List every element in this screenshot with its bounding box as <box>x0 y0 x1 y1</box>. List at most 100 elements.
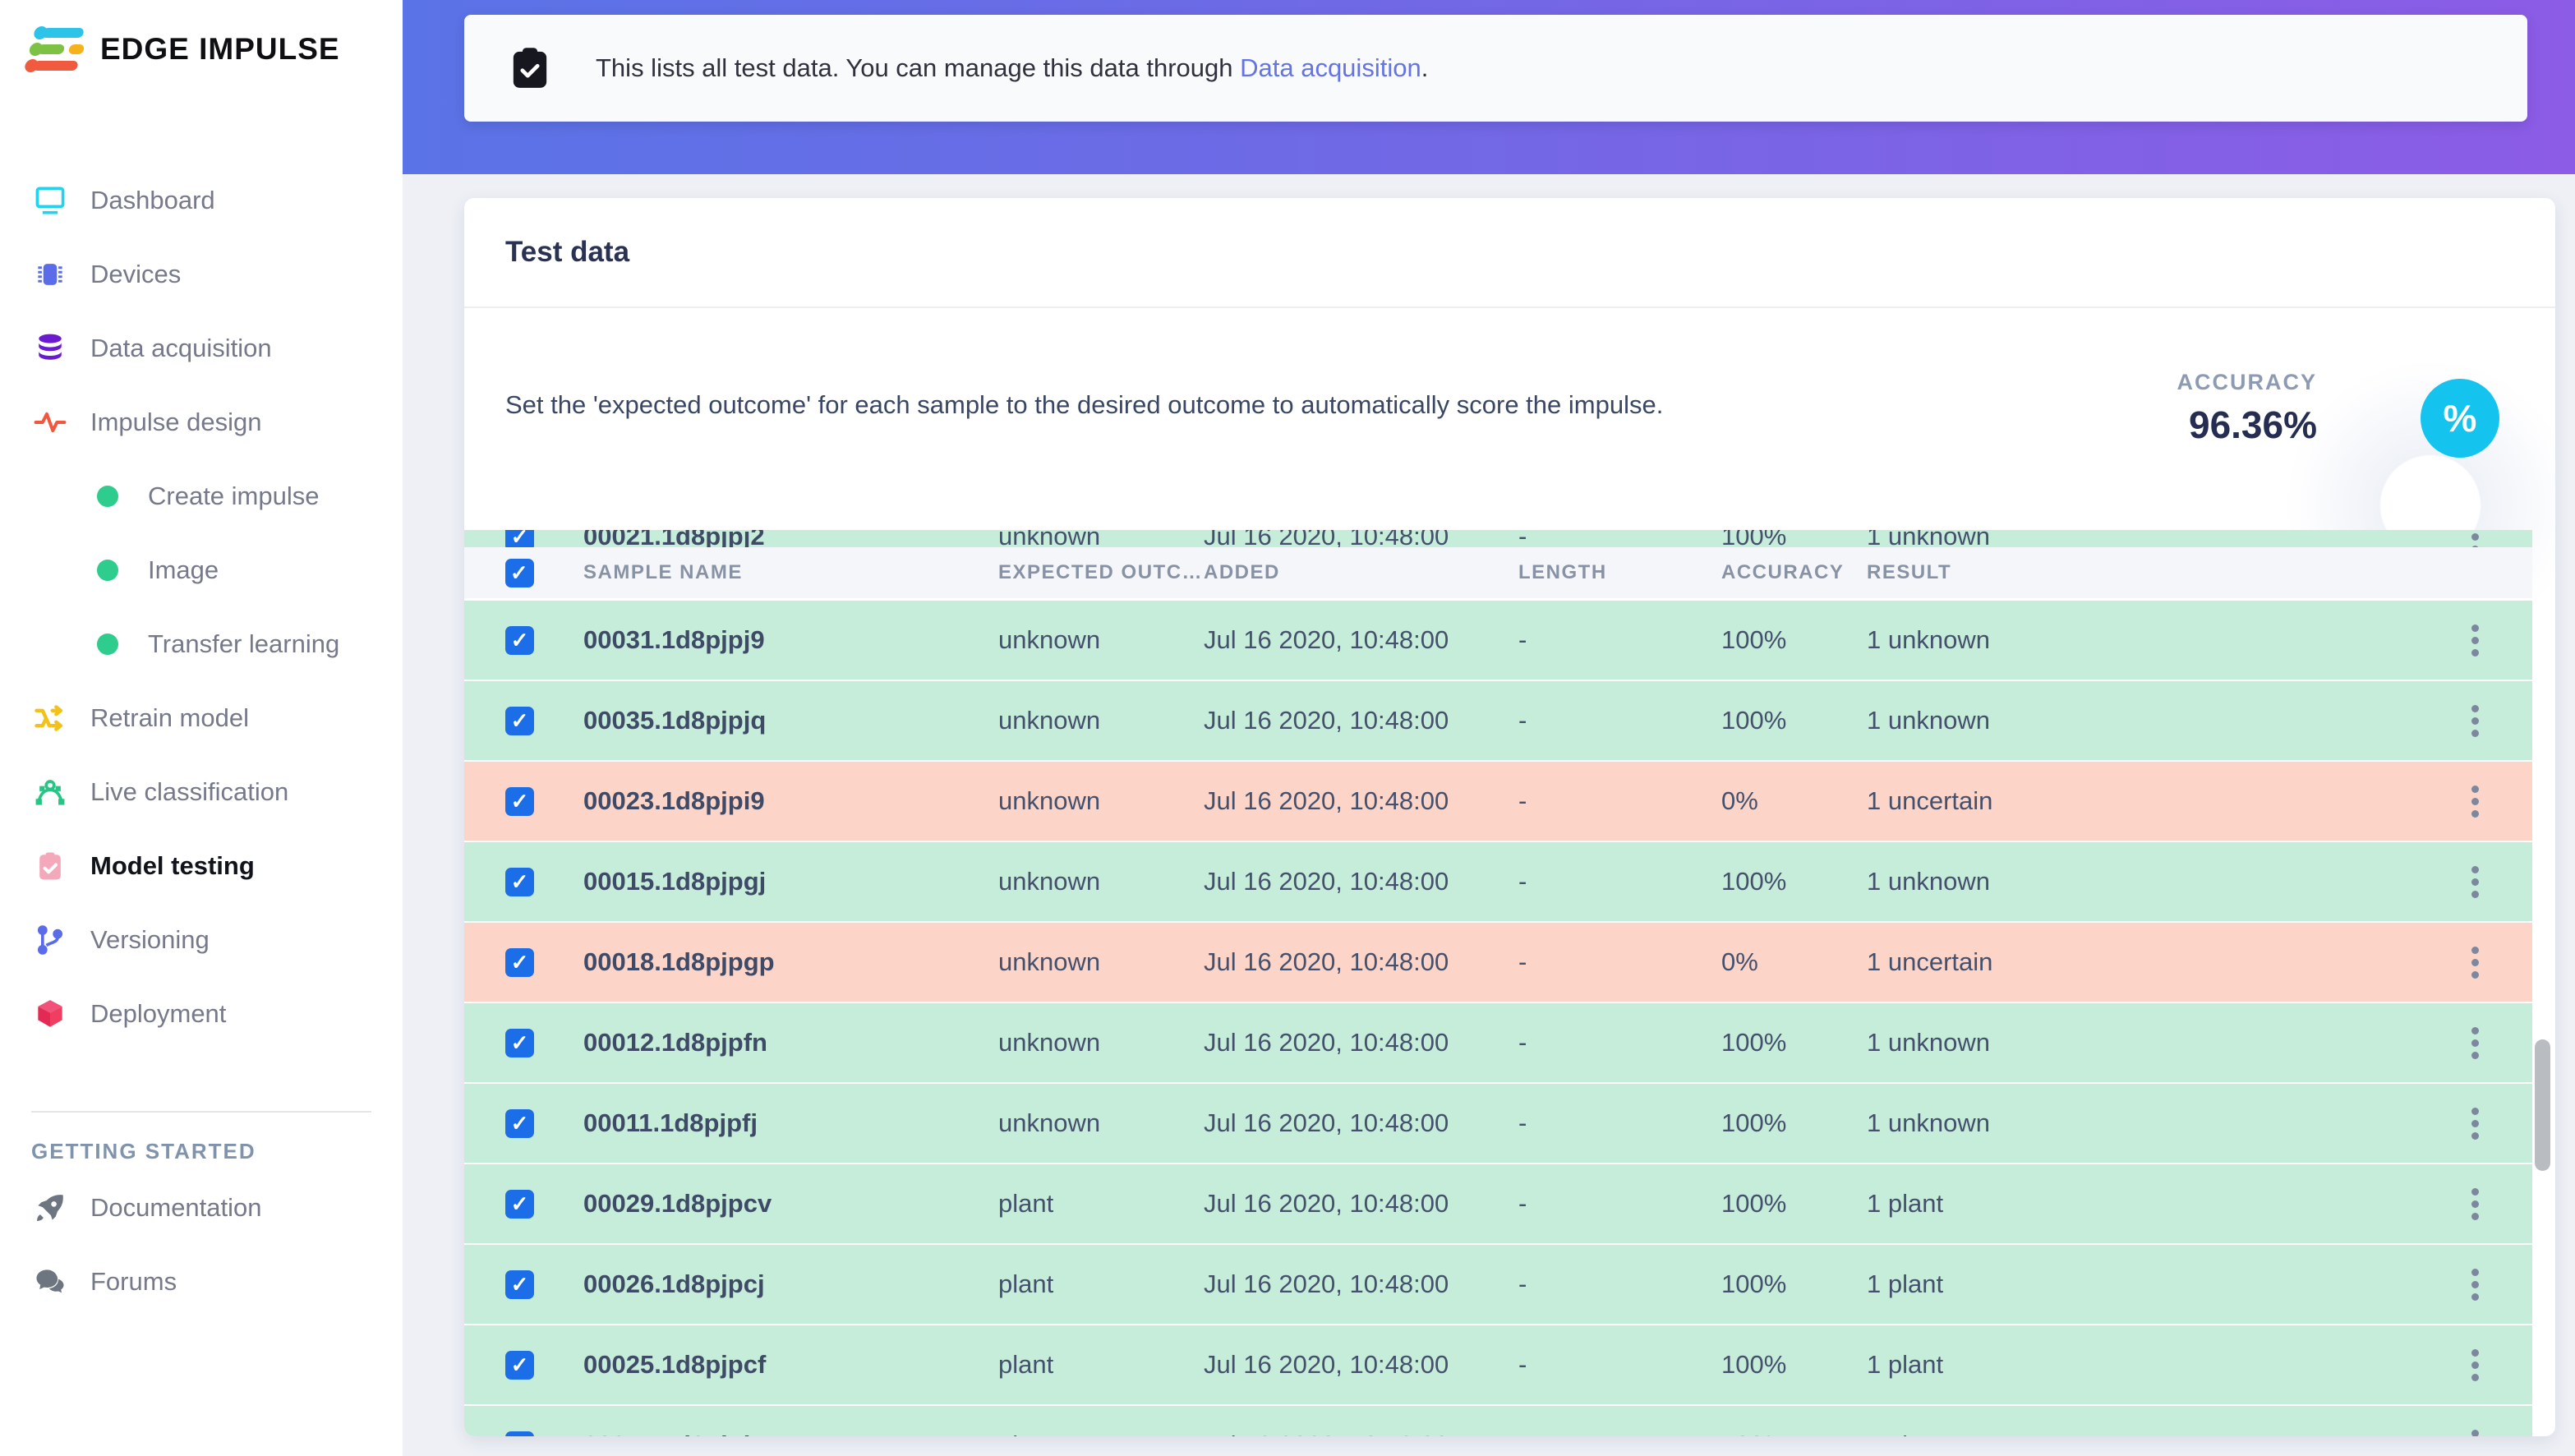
sample-name-cell: 00015.1d8pjpgj <box>583 867 767 896</box>
sidebar-item-model-testing[interactable]: Model testing <box>0 829 403 903</box>
kebab-menu-icon[interactable] <box>2467 530 2484 547</box>
percent-badge[interactable]: % <box>2421 379 2499 458</box>
col-result[interactable]: RESULT <box>1867 561 1952 583</box>
sidebar-item-documentation[interactable]: Documentation <box>0 1171 403 1245</box>
sidebar-item-label: Live classification <box>90 777 289 806</box>
added-cell: Jul 16 2020, 10:48:00 <box>1204 786 1449 815</box>
sidebar-item-retrain-model[interactable]: Retrain model <box>0 681 403 755</box>
row-checkbox[interactable]: ✓ <box>505 625 534 655</box>
expected-outcome-cell: unknown <box>998 530 1101 547</box>
row-checkbox[interactable]: ✓ <box>505 1269 534 1299</box>
table-row[interactable]: ✓ 00011.1d8pjpfj unknown Jul 16 2020, 10… <box>464 1084 2532 1163</box>
table-row[interactable]: ✓ 00035.1d8pjpjq unknown Jul 16 2020, 10… <box>464 681 2532 760</box>
row-checkbox[interactable]: ✓ <box>505 1431 534 1436</box>
sidebar-item-create-impulse[interactable]: Create impulse <box>0 459 403 533</box>
brand-name: EDGE IMPULSE <box>100 32 340 66</box>
row-checkbox[interactable]: ✓ <box>505 1350 534 1380</box>
table-row[interactable]: ✓ 00015.1d8pjpb5 plant Jul 16 2020, 10:4… <box>464 1406 2532 1436</box>
data-acquisition-link[interactable]: Data acquisition <box>1240 53 1421 82</box>
row-checkbox[interactable]: ✓ <box>505 786 534 816</box>
table-row[interactable]: ✓ 00026.1d8pjpcj plant Jul 16 2020, 10:4… <box>464 1245 2532 1324</box>
row-checkbox[interactable]: ✓ <box>505 947 534 977</box>
expected-outcome-cell: plant <box>998 1189 1054 1218</box>
sidebar-item-image[interactable]: Image <box>0 533 403 607</box>
added-cell: Jul 16 2020, 10:48:00 <box>1204 1431 1518 1436</box>
table-row[interactable]: ✓ 00012.1d8pjpfn unknown Jul 16 2020, 10… <box>464 1003 2532 1082</box>
row-checkbox[interactable]: ✓ <box>505 867 534 896</box>
sidebar-item-transfer-learning[interactable]: Transfer learning <box>0 607 403 681</box>
result-cell: 1 plant <box>1867 1189 1944 1218</box>
monitor-icon <box>31 182 69 219</box>
accuracy-cell: 100% <box>1721 1189 1787 1218</box>
sidebar-item-devices[interactable]: Devices <box>0 237 403 311</box>
kebab-menu-icon[interactable] <box>2467 1344 2484 1386</box>
col-length[interactable]: LENGTH <box>1518 561 1607 583</box>
table-row[interactable]: ✓ 00023.1d8pjpi9 unknown Jul 16 2020, 10… <box>464 762 2532 841</box>
row-checkbox[interactable]: ✓ <box>505 706 534 735</box>
cube-icon <box>31 995 69 1033</box>
table-row[interactable]: ✓ 00018.1d8pjpgp unknown Jul 16 2020, 10… <box>464 923 2532 1002</box>
sidebar-item-dashboard[interactable]: Dashboard <box>0 164 403 237</box>
kebab-menu-icon[interactable] <box>2467 1425 2484 1436</box>
sidebar-item-impulse-design[interactable]: Impulse design <box>0 385 403 459</box>
accuracy-cell: 100% <box>1721 1028 1787 1057</box>
kebab-menu-icon[interactable] <box>2467 781 2484 822</box>
row-checkbox[interactable]: ✓ <box>505 530 534 547</box>
nodes-icon <box>31 773 69 811</box>
result-cell: 1 unknown <box>1867 1028 1990 1057</box>
table-row[interactable]: ✓ 00021.1d8pjpj2 unknown Jul 16 2020, 10… <box>464 530 2532 547</box>
sidebar-item-label: Create impulse <box>148 481 320 510</box>
result-cell: 1 plant <box>1867 1350 1944 1379</box>
col-expected-outcome[interactable]: EXPECTED OUTC… <box>998 561 1204 583</box>
row-checkbox[interactable]: ✓ <box>505 1028 534 1057</box>
kebab-menu-icon[interactable] <box>2467 620 2484 661</box>
sample-name-cell: 00023.1d8pjpi9 <box>583 786 765 815</box>
sidebar-item-label: Devices <box>90 260 182 288</box>
expected-outcome-cell: unknown <box>998 1108 1101 1137</box>
card-header: Test data <box>464 198 2555 308</box>
col-accuracy[interactable]: ACCURACY <box>1721 561 1845 583</box>
sidebar-item-data-acquisition[interactable]: Data acquisition <box>0 311 403 385</box>
select-all-checkbox[interactable]: ✓ <box>505 558 534 587</box>
row-checkbox[interactable]: ✓ <box>505 1189 534 1219</box>
accuracy-cell: 100% <box>1721 1431 1867 1436</box>
added-cell: Jul 16 2020, 10:48:00 <box>1204 867 1449 896</box>
table-row[interactable]: ✓ 00015.1d8pjpgj unknown Jul 16 2020, 10… <box>464 842 2532 921</box>
sidebar: EDGE IMPULSE Dashboard Devices Data acqu… <box>0 0 403 1456</box>
getting-started-heading: GETTING STARTED <box>31 1139 256 1163</box>
col-added[interactable]: ADDED <box>1204 561 1280 583</box>
kebab-menu-icon[interactable] <box>2467 1183 2484 1225</box>
table-row[interactable]: ✓ 00025.1d8pjpcf plant Jul 16 2020, 10:4… <box>464 1325 2532 1404</box>
expected-outcome-cell: plant <box>998 1431 1204 1436</box>
table-row[interactable]: ✓ 00029.1d8pjpcv plant Jul 16 2020, 10:4… <box>464 1164 2532 1243</box>
added-cell: Jul 16 2020, 10:48:00 <box>1204 1108 1449 1137</box>
added-cell: Jul 16 2020, 10:48:00 <box>1204 1269 1449 1298</box>
kebab-menu-icon[interactable] <box>2467 1264 2484 1306</box>
vertical-scrollbar[interactable] <box>2535 1039 2550 1171</box>
sidebar-item-forums[interactable]: Forums <box>0 1245 403 1319</box>
expected-outcome-cell: unknown <box>998 947 1101 976</box>
sidebar-item-live-classification[interactable]: Live classification <box>0 755 403 829</box>
kebab-menu-icon[interactable] <box>2467 1103 2484 1145</box>
sidebar-item-label: Documentation <box>90 1193 262 1222</box>
chip-icon <box>31 256 69 293</box>
table-row[interactable]: ✓ 00031.1d8pjpj9 unknown Jul 16 2020, 10… <box>464 601 2532 680</box>
sidebar-item-versioning[interactable]: Versioning <box>0 903 403 977</box>
accuracy-cell: 100% <box>1721 530 1787 547</box>
kebab-menu-icon[interactable] <box>2467 700 2484 742</box>
length-cell: - <box>1518 1189 1527 1218</box>
row-checkbox[interactable]: ✓ <box>505 1108 534 1138</box>
length-cell: - <box>1518 786 1527 815</box>
edge-impulse-logo[interactable]: EDGE IMPULSE <box>24 26 340 72</box>
sidebar-item-deployment[interactable]: Deployment <box>0 977 403 1051</box>
clipped-row: ✓ 00021.1d8pjpj2 unknown Jul 16 2020, 10… <box>464 530 2532 547</box>
kebab-menu-icon[interactable] <box>2467 861 2484 903</box>
clipboard-check-icon <box>513 48 547 88</box>
branch-icon <box>31 921 69 959</box>
kebab-menu-icon[interactable] <box>2467 942 2484 984</box>
kebab-menu-icon[interactable] <box>2467 1022 2484 1064</box>
added-cell: Jul 16 2020, 10:48:00 <box>1204 706 1449 735</box>
col-sample-name[interactable]: SAMPLE NAME <box>583 561 743 583</box>
result-cell: 1 unknown <box>1867 1108 1990 1137</box>
added-cell: Jul 16 2020, 10:48:00 <box>1204 947 1449 976</box>
